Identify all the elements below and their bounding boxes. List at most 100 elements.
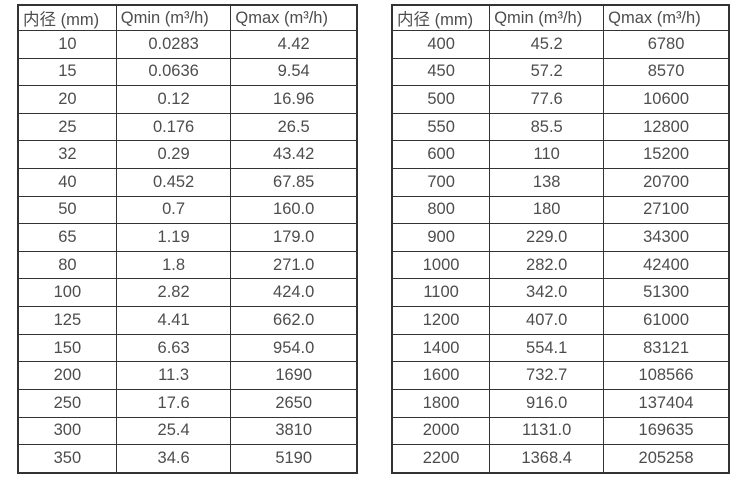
table-row: 65 1.19 179.0 bbox=[17, 223, 358, 252]
table-row: 1800 916.0 137404 bbox=[391, 388, 730, 418]
table-row: 1400 554.1 83121 bbox=[391, 333, 730, 363]
cell-qmax: 271.0 bbox=[230, 250, 358, 280]
header-row: 内径 (mm) Qmin (m³/h) Qmax (m³/h) bbox=[391, 4, 730, 31]
cell-qmax: 169635 bbox=[603, 416, 730, 446]
cell-qmin: 1131.0 bbox=[489, 416, 605, 446]
cell-diameter: 1800 bbox=[391, 388, 491, 418]
cell-qmax: 16.96 bbox=[230, 85, 358, 114]
cell-diameter: 100 bbox=[17, 278, 117, 308]
cell-diameter: 600 bbox=[391, 140, 491, 170]
cell-qmin: 0.452 bbox=[115, 168, 232, 197]
cell-diameter: 500 bbox=[391, 85, 491, 114]
table-row: 550 85.5 12800 bbox=[391, 112, 730, 142]
cell-qmax: 26.5 bbox=[230, 112, 358, 142]
cell-diameter: 700 bbox=[391, 168, 491, 197]
cell-qmin: 77.6 bbox=[489, 85, 605, 114]
cell-diameter: 40 bbox=[17, 168, 117, 197]
cell-qmax: 6780 bbox=[603, 30, 730, 59]
cell-qmin: 2.82 bbox=[115, 278, 232, 308]
cell-qmax: 2650 bbox=[230, 388, 358, 418]
cell-diameter: 450 bbox=[391, 57, 491, 87]
cell-qmax: 15200 bbox=[603, 140, 730, 170]
table-row: 300 25.4 3810 bbox=[17, 416, 358, 446]
col-header-qmin: Qmin (m³/h) bbox=[115, 4, 232, 31]
cell-diameter: 32 bbox=[17, 140, 117, 170]
table-row: 2200 1368.4 205258 bbox=[391, 444, 730, 474]
cell-qmax: 83121 bbox=[603, 333, 730, 363]
cell-qmax: 954.0 bbox=[230, 333, 358, 363]
table-row: 125 4.41 662.0 bbox=[17, 306, 358, 335]
cell-qmax: 3810 bbox=[230, 416, 358, 446]
cell-diameter: 300 bbox=[17, 416, 117, 446]
cell-diameter: 1000 bbox=[391, 250, 491, 280]
cell-diameter: 15 bbox=[17, 57, 117, 87]
table-row: 50 0.7 160.0 bbox=[17, 195, 358, 225]
cell-qmax: 137404 bbox=[603, 388, 730, 418]
cell-diameter: 1200 bbox=[391, 306, 491, 335]
cell-qmin: 916.0 bbox=[489, 388, 605, 418]
cell-qmax: 43.42 bbox=[230, 140, 358, 170]
table-row: 800 180 27100 bbox=[391, 195, 730, 225]
cell-diameter: 1600 bbox=[391, 361, 491, 390]
col-header-diameter: 内径 (mm) bbox=[391, 4, 491, 31]
cell-diameter: 150 bbox=[17, 333, 117, 363]
table-row: 500 77.6 10600 bbox=[391, 85, 730, 114]
cell-qmax: 27100 bbox=[603, 195, 730, 225]
cell-diameter: 400 bbox=[391, 30, 491, 59]
cell-qmax: 42400 bbox=[603, 250, 730, 280]
col-header-qmax: Qmax (m³/h) bbox=[230, 4, 358, 31]
table-row: 250 17.6 2650 bbox=[17, 388, 358, 418]
cell-qmin: 0.29 bbox=[115, 140, 232, 170]
cell-qmax: 9.54 bbox=[230, 57, 358, 87]
table-row: 20 0.12 16.96 bbox=[17, 85, 358, 114]
cell-diameter: 800 bbox=[391, 195, 491, 225]
cell-diameter: 20 bbox=[17, 85, 117, 114]
cell-qmin: 732.7 bbox=[489, 361, 605, 390]
cell-qmax: 51300 bbox=[603, 278, 730, 308]
cell-qmin: 0.0283 bbox=[115, 30, 232, 59]
cell-diameter: 25 bbox=[17, 112, 117, 142]
cell-qmin: 282.0 bbox=[489, 250, 605, 280]
flow-table-small-diameters: 内径 (mm) Qmin (m³/h) Qmax (m³/h) 10 0.028… bbox=[17, 4, 358, 474]
cell-diameter: 900 bbox=[391, 223, 491, 252]
table-row: 25 0.176 26.5 bbox=[17, 112, 358, 142]
cell-qmin: 229.0 bbox=[489, 223, 605, 252]
table-row: 700 138 20700 bbox=[391, 168, 730, 197]
table-row: 32 0.29 43.42 bbox=[17, 140, 358, 170]
flow-table-large-diameters: 内径 (mm) Qmin (m³/h) Qmax (m³/h) 400 45.2… bbox=[391, 4, 730, 474]
cell-qmin: 0.7 bbox=[115, 195, 232, 225]
cell-diameter: 550 bbox=[391, 112, 491, 142]
table-row: 450 57.2 8570 bbox=[391, 57, 730, 87]
table-row: 200 11.3 1690 bbox=[17, 361, 358, 390]
cell-diameter: 200 bbox=[17, 361, 117, 390]
table-row: 1600 732.7 108566 bbox=[391, 361, 730, 390]
cell-qmax: 205258 bbox=[603, 444, 730, 474]
cell-qmax: 1690 bbox=[230, 361, 358, 390]
table-row: 1200 407.0 61000 bbox=[391, 306, 730, 335]
cell-qmin: 57.2 bbox=[489, 57, 605, 87]
cell-qmin: 17.6 bbox=[115, 388, 232, 418]
cell-qmax: 12800 bbox=[603, 112, 730, 142]
cell-qmin: 1368.4 bbox=[489, 444, 605, 474]
cell-qmin: 25.4 bbox=[115, 416, 232, 446]
cell-diameter: 50 bbox=[17, 195, 117, 225]
header-row: 内径 (mm) Qmin (m³/h) Qmax (m³/h) bbox=[17, 4, 358, 31]
col-header-qmax: Qmax (m³/h) bbox=[603, 4, 730, 31]
cell-diameter: 65 bbox=[17, 223, 117, 252]
cell-qmin: 45.2 bbox=[489, 30, 605, 59]
cell-diameter: 2200 bbox=[391, 444, 491, 474]
table-row: 15 0.0636 9.54 bbox=[17, 57, 358, 87]
cell-qmax: 20700 bbox=[603, 168, 730, 197]
cell-qmax: 108566 bbox=[603, 361, 730, 390]
table-row: 80 1.8 271.0 bbox=[17, 250, 358, 280]
cell-diameter: 2000 bbox=[391, 416, 491, 446]
cell-qmin: 0.12 bbox=[115, 85, 232, 114]
cell-qmin: 407.0 bbox=[489, 306, 605, 335]
cell-diameter: 80 bbox=[17, 250, 117, 280]
cell-qmax: 179.0 bbox=[230, 223, 358, 252]
cell-qmin: 0.0636 bbox=[115, 57, 232, 87]
cell-qmin: 11.3 bbox=[115, 361, 232, 390]
cell-qmax: 67.85 bbox=[230, 168, 358, 197]
cell-qmax: 662.0 bbox=[230, 306, 358, 335]
cell-qmin: 138 bbox=[489, 168, 605, 197]
